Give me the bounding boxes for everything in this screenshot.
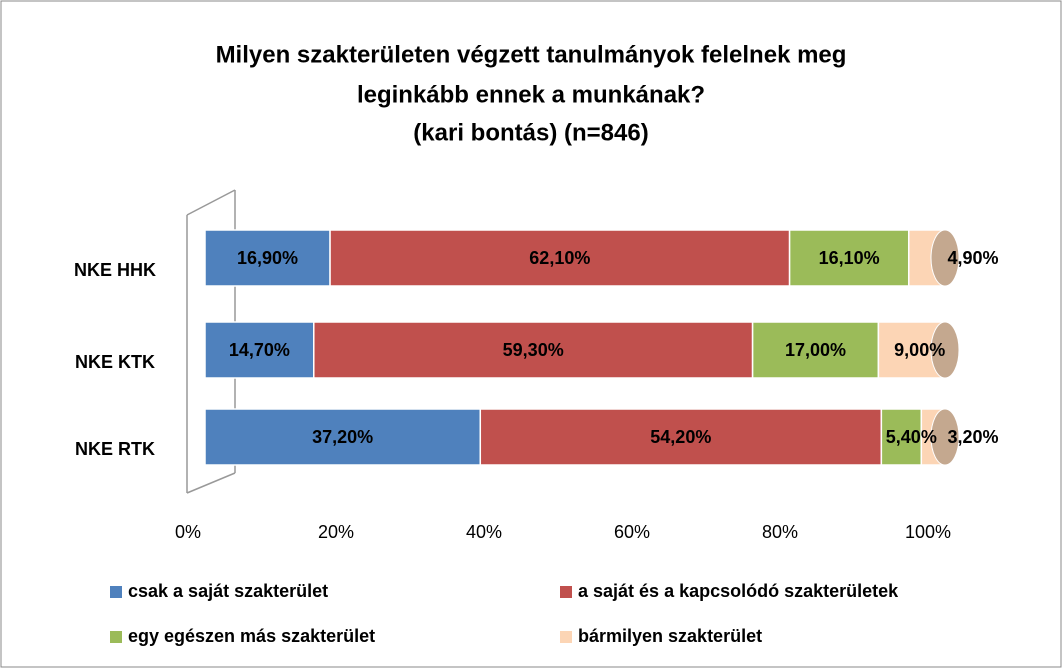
value-label: 62,10% xyxy=(529,248,590,268)
category-label: NKE RTK xyxy=(75,439,155,459)
bar-segment xyxy=(204,408,482,466)
value-label: 54,20% xyxy=(650,427,711,447)
bar-segment xyxy=(479,408,883,466)
legend-label: csak a saját szakterület xyxy=(128,581,328,601)
value-label: 59,30% xyxy=(503,340,564,360)
legend-swatch xyxy=(110,586,122,598)
legend-label: bármilyen szakterület xyxy=(578,626,762,646)
chart-title: leginkább ennek a munkának? xyxy=(357,81,705,108)
value-label: 4,90% xyxy=(947,248,998,268)
x-tick-label: 40% xyxy=(466,522,502,542)
value-label: 5,40% xyxy=(886,427,937,447)
x-tick-label: 80% xyxy=(762,522,798,542)
bar-segment xyxy=(788,229,910,287)
value-label: 16,10% xyxy=(819,248,880,268)
legend-label: egy egészen más szakterület xyxy=(128,626,375,646)
value-label: 17,00% xyxy=(785,340,846,360)
bar-segment xyxy=(329,229,791,287)
x-tick-label: 0% xyxy=(175,522,201,542)
x-tick-label: 60% xyxy=(614,522,650,542)
bar-segment xyxy=(204,321,315,379)
value-label: 37,20% xyxy=(312,427,373,447)
x-tick-label: 20% xyxy=(318,522,354,542)
value-label: 14,70% xyxy=(229,340,290,360)
bar-segment xyxy=(204,229,331,287)
value-label: 3,20% xyxy=(947,427,998,447)
bar-cap xyxy=(930,408,960,466)
legend-swatch xyxy=(560,631,572,643)
value-label: 9,00% xyxy=(894,340,945,360)
bar-cap xyxy=(930,229,960,287)
chart-title: (kari bontás) (n=846) xyxy=(413,119,648,146)
category-label: NKE HHK xyxy=(74,260,156,280)
legend-swatch xyxy=(560,586,572,598)
value-label: 16,90% xyxy=(237,248,298,268)
x-tick-label: 100% xyxy=(905,522,951,542)
category-label: NKE KTK xyxy=(75,352,155,372)
bar-segment xyxy=(877,321,946,379)
bar-cap xyxy=(930,321,960,379)
chart-title: Milyen szakterületen végzett tanulmányok… xyxy=(216,41,847,68)
legend-label: a saját és a kapcsolódó szakterületek xyxy=(578,581,899,601)
legend-swatch xyxy=(110,631,122,643)
